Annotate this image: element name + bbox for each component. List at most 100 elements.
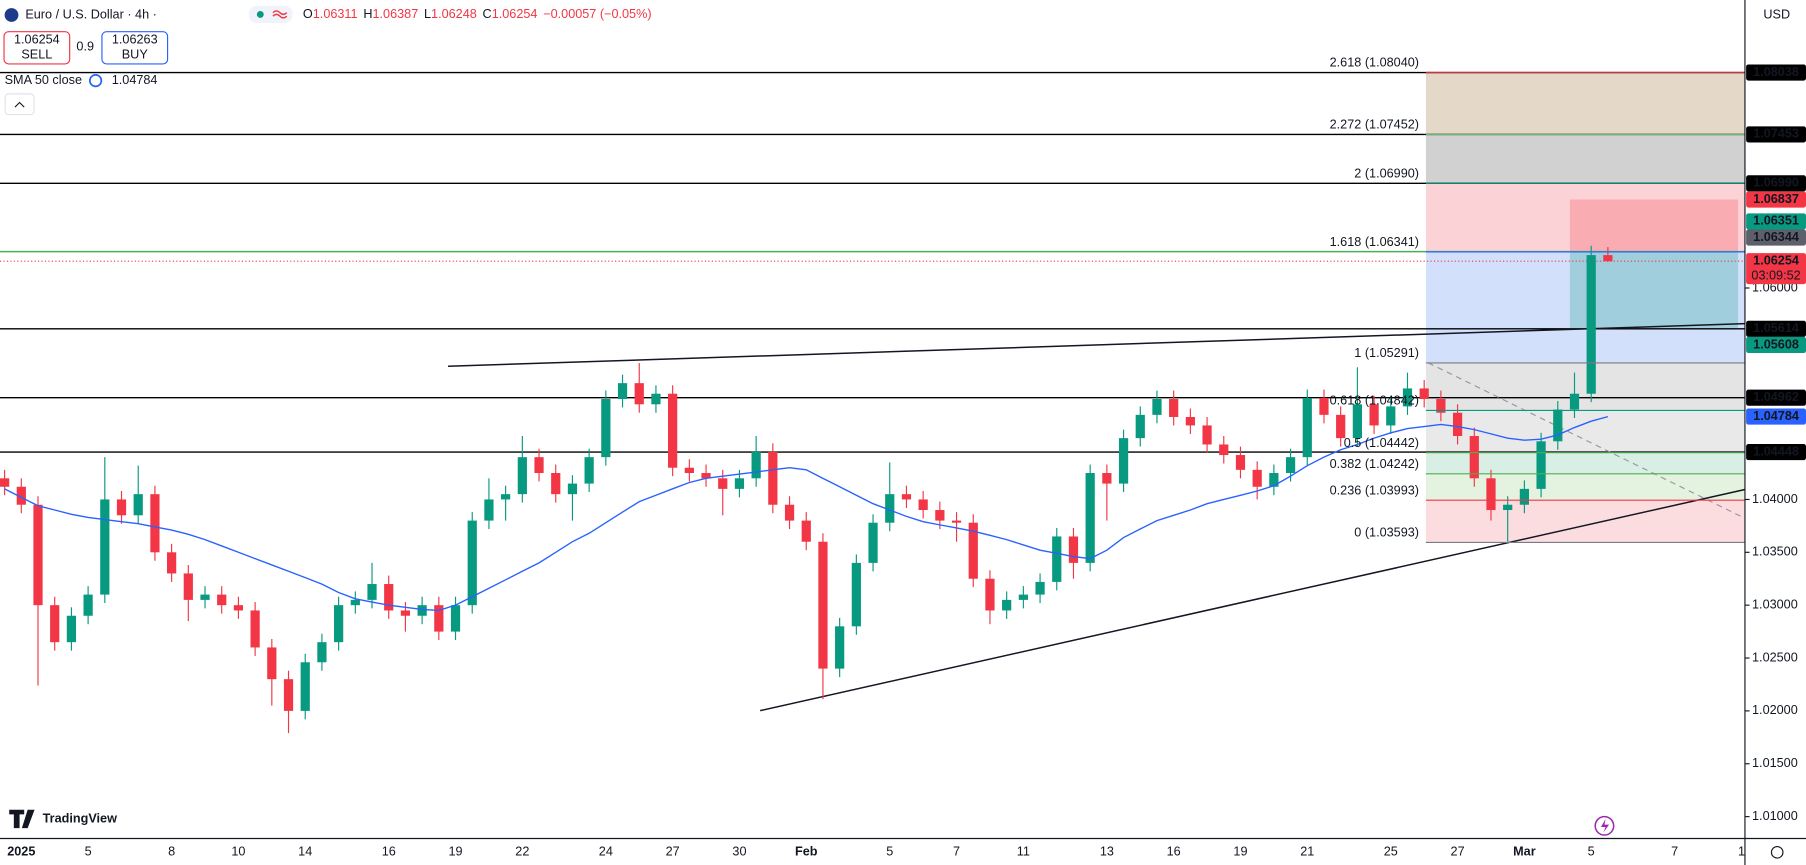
ohlc-readout: O1.06311 H1.06387 L1.06248 C1.06254 −0.00057…	[303, 7, 652, 21]
x-tick-label: 5	[886, 845, 893, 859]
x-tick-label: 13	[1100, 845, 1114, 859]
x-tick-label: 8	[168, 845, 175, 859]
status-wave	[272, 10, 288, 19]
candle-body	[1185, 416, 1195, 426]
candle-body	[417, 605, 427, 616]
candle-body	[885, 494, 895, 523]
price-tag	[1746, 444, 1806, 461]
change: −0.00057 (−0.05%)	[543, 7, 651, 21]
sell-label[interactable]: SELL	[21, 48, 52, 62]
collapse-button[interactable]	[4, 93, 35, 116]
indicator-icon[interactable]	[88, 74, 103, 88]
price-tag-label: 1.06837	[1753, 192, 1799, 206]
candle-body	[1152, 399, 1162, 415]
candle-body	[1569, 393, 1580, 410]
fib-label: 2 (1.06990)	[1354, 166, 1419, 180]
candle-body	[1336, 414, 1346, 439]
price-tag-label: 1.05608	[1753, 337, 1799, 351]
price-tag	[1746, 336, 1806, 353]
ohlc-label: O	[303, 7, 313, 21]
candle-body	[801, 520, 811, 542]
fib-label: 0.618 (1.04842)	[1330, 394, 1419, 408]
candle-body	[868, 522, 878, 563]
x-tick-label: Feb	[795, 845, 818, 859]
chevron	[14, 101, 25, 108]
candle-body	[684, 467, 694, 474]
trend-line	[448, 322, 1745, 368]
x-tick-label: 5	[1588, 845, 1595, 859]
candle-body	[1118, 438, 1129, 484]
sell-button[interactable]	[3, 31, 71, 65]
candle-body	[467, 520, 477, 606]
event-icon[interactable]	[1594, 815, 1615, 836]
candle-body	[66, 615, 77, 643]
buy-price[interactable]: 1.06263	[112, 33, 158, 47]
candle-body	[1085, 473, 1095, 563]
candle-body	[16, 486, 26, 505]
candle-body	[1202, 425, 1212, 445]
candle-body	[283, 679, 294, 711]
candle-body	[200, 594, 210, 600]
indicator-value: 1.04784	[112, 73, 158, 87]
candle-body	[384, 584, 394, 611]
candle-body	[450, 605, 461, 632]
x-tick-label: 2025	[7, 845, 35, 859]
candle-body	[1068, 536, 1079, 563]
candle-body	[701, 473, 711, 479]
fib-label: 1.618 (1.06341)	[1330, 235, 1419, 249]
candle-body	[50, 605, 60, 643]
flag-icon	[4, 8, 19, 22]
candle-body	[734, 478, 745, 489]
candle-body	[1469, 436, 1479, 479]
candle-body	[517, 457, 527, 495]
ohlc-label: L	[424, 7, 431, 21]
candle-body	[1486, 478, 1496, 511]
x-tick-label: 7	[953, 845, 960, 859]
candle-body	[1519, 488, 1529, 505]
candle-body	[1503, 504, 1513, 511]
fib-zone	[1425, 473, 1745, 501]
fib-zone	[1425, 251, 1745, 363]
status-dot	[256, 10, 264, 18]
price-tag-label: 1.04962	[1753, 390, 1799, 404]
buy-label[interactable]: BUY	[122, 48, 149, 62]
candle-body	[1386, 406, 1396, 426]
candle-body	[1536, 441, 1546, 489]
y-tick-label: 1.01000	[1752, 809, 1798, 823]
x-tick-label: 21	[1300, 845, 1314, 859]
plot: 2.618 (1.08040) 2.272 (1.07452) 2 (1.06990…	[0, 55, 1745, 734]
fib-label: 0.236 (1.03993)	[1330, 483, 1419, 497]
currency[interactable]: USD	[1763, 7, 1790, 21]
x-tick-label: 19	[1233, 845, 1247, 859]
sell-price[interactable]: 1.06254	[14, 33, 60, 47]
candle-body	[0, 478, 10, 487]
candle-body	[167, 552, 177, 574]
candle-body	[1035, 581, 1045, 595]
candle-body	[617, 383, 628, 400]
ohlc-value: 1.06311	[313, 7, 358, 21]
x-tick-label: 27	[1451, 845, 1465, 859]
candle-body	[968, 522, 978, 579]
x-tick-label: 25	[1384, 845, 1398, 859]
candle-body	[1169, 399, 1179, 417]
candle-body	[784, 504, 795, 521]
x-tick-label: 1	[1738, 845, 1745, 859]
candle-body	[133, 494, 143, 516]
price-tag-label: 1.07453	[1753, 127, 1799, 141]
settings-icon[interactable]	[1770, 845, 1784, 859]
candle-body	[567, 483, 578, 495]
x-tick-label: 14	[298, 845, 312, 859]
candle-body	[100, 499, 110, 595]
candle-body	[534, 457, 544, 474]
price-tag-label: 1.05614	[1753, 321, 1799, 335]
candle-body	[1052, 536, 1062, 582]
candle-body	[985, 578, 995, 611]
price-axis-panel	[1744, 0, 1806, 865]
buy-button[interactable]	[101, 31, 169, 65]
candle-body	[484, 499, 494, 521]
price-tag-label: 1.06351	[1753, 214, 1799, 228]
fib-label: 2.272 (1.07452)	[1330, 118, 1419, 132]
price-tag-label: 1.04784	[1753, 409, 1799, 423]
x-tick-label: 5	[85, 845, 92, 859]
